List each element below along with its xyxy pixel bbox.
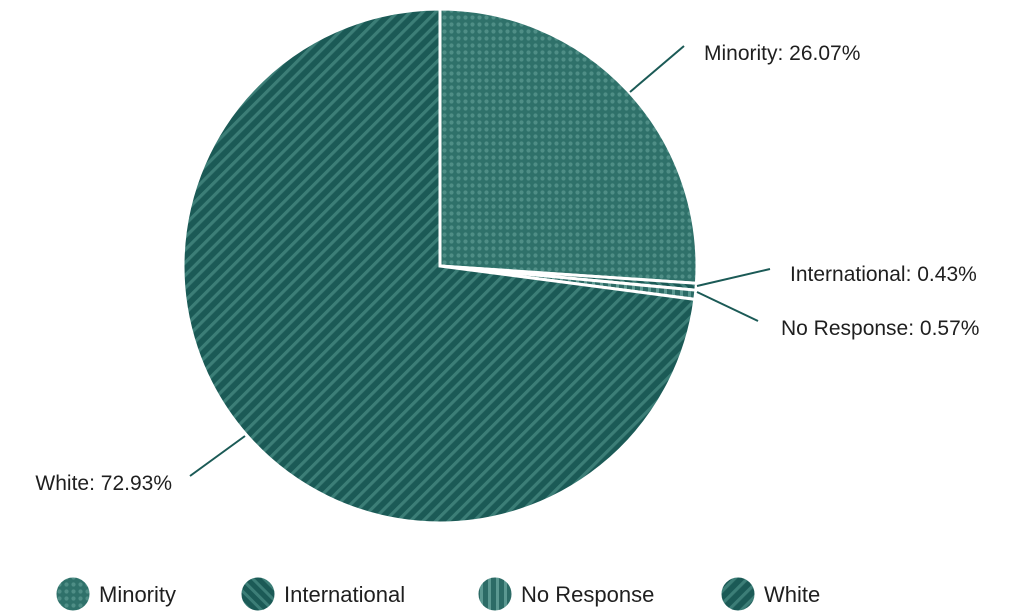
data-label-white: White: 72.93% xyxy=(35,472,172,495)
legend-swatch-no-response xyxy=(477,576,513,611)
data-label-international: International: 0.43% xyxy=(790,263,977,286)
leader-line-minority xyxy=(629,45,685,93)
legend-swatch-international xyxy=(240,576,276,611)
data-label-minority: Minority: 26.07% xyxy=(704,42,860,65)
leader-line-white xyxy=(189,435,246,477)
leader-line-international xyxy=(696,268,771,287)
legend: Minority International No Response White xyxy=(55,576,820,611)
legend-label-minority: Minority xyxy=(99,582,176,607)
data-label-no-response: No Response: 0.57% xyxy=(781,317,979,340)
legend-item-minority: Minority xyxy=(55,576,176,611)
leader-lines xyxy=(189,45,771,477)
legend-swatch-minority xyxy=(55,576,91,611)
legend-label-white: White xyxy=(764,582,820,607)
leader-line-no-response xyxy=(696,291,759,322)
pie-slice-white xyxy=(181,7,697,525)
pie-slice-minority xyxy=(438,7,699,285)
legend-item-white: White xyxy=(720,576,820,611)
data-labels: Minority: 26.07% International: 0.43% No R… xyxy=(35,42,979,495)
pie-slices xyxy=(181,7,699,525)
legend-label-no-response: No Response xyxy=(521,582,654,607)
legend-item-no-response: No Response xyxy=(477,576,654,611)
legend-item-international: International xyxy=(240,576,405,611)
legend-label-international: International xyxy=(284,582,405,607)
legend-swatch-white xyxy=(720,576,756,611)
